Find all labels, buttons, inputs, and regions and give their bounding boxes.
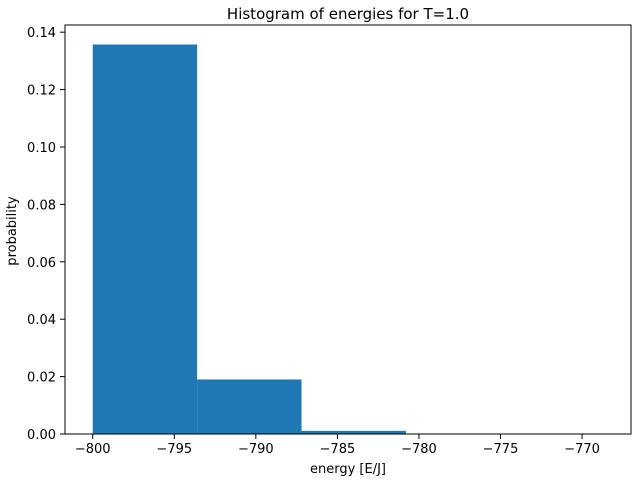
y-tick-label: 0.10 — [27, 141, 56, 156]
y-axis-label: probability — [5, 196, 20, 266]
bars-group — [92, 44, 406, 435]
histogram-bar-3 — [301, 430, 406, 434]
x-axis-label: energy [E/J] — [310, 462, 386, 477]
histogram-bar-1 — [92, 44, 198, 435]
x-tick-label: −775 — [483, 442, 519, 457]
y-tick-label: 0.00 — [27, 428, 56, 443]
y-tick-label: 0.14 — [27, 26, 56, 41]
x-tick-label: −790 — [238, 442, 274, 457]
x-tick-label: −800 — [75, 442, 111, 457]
x-tick-label: −780 — [401, 442, 437, 457]
y-axis-ticks: 0.00 0.02 0.04 0.06 0.08 0.10 0.12 0.14 — [27, 26, 65, 443]
x-axis-ticks: −800 −795 −790 −785 −780 −775 −770 — [75, 434, 600, 457]
y-tick-label: 0.12 — [27, 84, 56, 99]
y-tick-label: 0.06 — [27, 256, 56, 271]
plot-frame — [64, 24, 632, 435]
y-tick-label: 0.02 — [27, 371, 56, 386]
histogram-bar-2 — [197, 379, 302, 434]
y-tick-label: 0.08 — [27, 198, 56, 213]
y-tick-label: 0.04 — [27, 313, 56, 328]
chart-title: Histogram of energies for T=1.0 — [227, 5, 469, 23]
x-tick-label: −795 — [156, 442, 192, 457]
x-tick-label: −770 — [564, 442, 600, 457]
x-tick-label: −785 — [320, 442, 356, 457]
